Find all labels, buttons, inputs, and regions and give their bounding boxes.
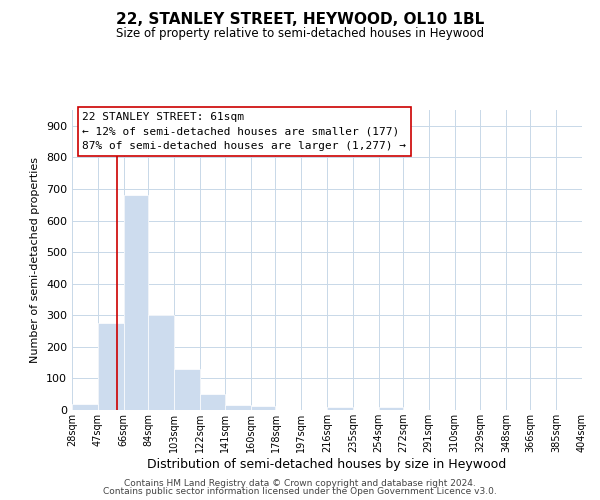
Bar: [72, 404, 98, 410]
Bar: [148, 316, 174, 410]
Text: Contains public sector information licensed under the Open Government Licence v3: Contains public sector information licen…: [103, 487, 497, 496]
Bar: [379, 408, 403, 410]
Bar: [327, 407, 353, 410]
Bar: [124, 196, 148, 410]
Bar: [225, 406, 251, 410]
Text: 22 STANLEY STREET: 61sqm
← 12% of semi-detached houses are smaller (177)
87% of : 22 STANLEY STREET: 61sqm ← 12% of semi-d…: [82, 112, 406, 151]
Text: 22, STANLEY STREET, HEYWOOD, OL10 1BL: 22, STANLEY STREET, HEYWOOD, OL10 1BL: [116, 12, 484, 28]
Bar: [199, 394, 225, 410]
Bar: [174, 369, 199, 410]
Bar: [98, 323, 124, 410]
X-axis label: Distribution of semi-detached houses by size in Heywood: Distribution of semi-detached houses by …: [148, 458, 506, 471]
Text: Contains HM Land Registry data © Crown copyright and database right 2024.: Contains HM Land Registry data © Crown c…: [124, 478, 476, 488]
Y-axis label: Number of semi-detached properties: Number of semi-detached properties: [31, 157, 40, 363]
Bar: [251, 406, 275, 410]
Text: Size of property relative to semi-detached houses in Heywood: Size of property relative to semi-detach…: [116, 28, 484, 40]
